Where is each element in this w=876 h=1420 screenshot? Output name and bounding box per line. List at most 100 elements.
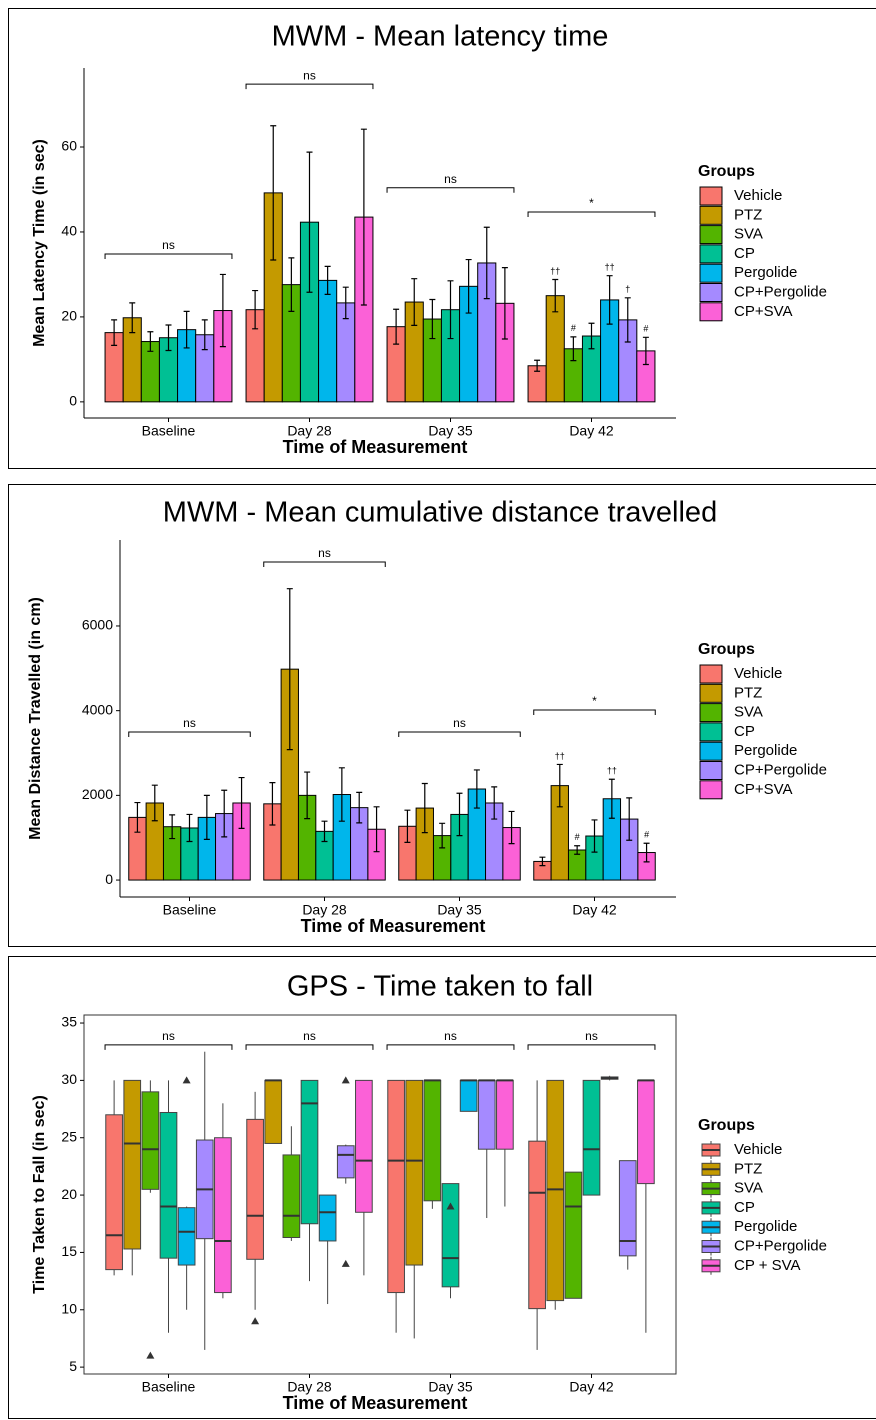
box [159, 1111, 178, 1259]
error-bar [606, 275, 613, 325]
legend-label: CP+Pergolide [734, 761, 827, 778]
box [441, 1183, 460, 1288]
box [528, 1140, 546, 1310]
significance-bracket [104, 253, 233, 260]
legend-label: CP [734, 723, 755, 740]
significance-label: * [589, 196, 594, 210]
significance-label: ns [318, 546, 331, 560]
legend-title: Groups [698, 163, 755, 180]
x-tick-label: Baseline [142, 423, 196, 439]
y-axis-title: Time Taken to Fall (in sec) [31, 1095, 48, 1294]
box [582, 1079, 601, 1196]
y-tick-label: 60 [61, 138, 77, 154]
legend-label: Pergolide [734, 742, 797, 759]
error-bar [324, 265, 331, 295]
error-bar [151, 784, 158, 822]
x-tick-label: Day 35 [437, 902, 482, 918]
legend-key [699, 780, 723, 800]
significance-bracket [386, 187, 515, 193]
error-bar [321, 820, 328, 843]
error-bar [501, 267, 508, 340]
error-bar [252, 289, 259, 330]
outlier [182, 1076, 191, 1084]
significance-label: ns [303, 68, 316, 82]
outlier [341, 1259, 350, 1267]
legend-label: Pergolide [734, 1218, 797, 1235]
significance-mark: # [643, 324, 648, 334]
significance-bracket [386, 1044, 515, 1050]
error-bar [439, 822, 446, 849]
box [387, 1079, 405, 1294]
x-axis-title: Time of Measurement [283, 1393, 468, 1413]
y-tick-label: 35 [61, 1014, 77, 1030]
box [282, 1154, 301, 1239]
box [618, 1160, 637, 1257]
panel-frame [8, 484, 876, 947]
significance-label: * [592, 694, 597, 708]
box [477, 1079, 496, 1150]
outlier [146, 1351, 155, 1359]
error-bar [642, 336, 649, 366]
x-tick-label: Day 42 [569, 1379, 614, 1395]
significance-bracket [245, 83, 374, 90]
significance-bracket [527, 1044, 656, 1050]
error-bar [169, 814, 176, 840]
error-bar [269, 782, 276, 826]
y-tick-label: 20 [61, 308, 77, 324]
legend-key [699, 205, 723, 225]
panel-frame [8, 8, 876, 469]
error-bar [508, 810, 515, 845]
error-bar [588, 322, 595, 350]
significance-label: ns [444, 172, 457, 186]
significance-mark: †† [607, 766, 617, 776]
legend-label: CP + SVA [734, 1257, 801, 1274]
box [405, 1079, 424, 1266]
error-bar [456, 792, 463, 837]
significance-mark: # [644, 830, 649, 840]
error-bar [338, 767, 345, 822]
outlier [446, 1202, 455, 1210]
error-bar [626, 797, 633, 841]
y-tick-label: 40 [61, 223, 77, 239]
legend-title: Groups [698, 1117, 755, 1134]
error-bar [373, 806, 380, 853]
legend-label: SVA [734, 704, 763, 721]
y-tick-label: 4000 [82, 701, 113, 717]
y-tick-label: 10 [61, 1300, 77, 1316]
y-tick-label: 25 [61, 1128, 77, 1144]
x-axis-title: Time of Measurement [283, 437, 468, 457]
legend-label: CP+SVA [734, 781, 793, 798]
significance-mark: # [571, 323, 576, 333]
legend-label: PTZ [734, 206, 762, 223]
legend-label: CP+SVA [734, 303, 793, 320]
significance-mark: †† [605, 262, 615, 272]
error-bar [186, 813, 193, 843]
error-bar [556, 763, 563, 808]
error-bar [465, 258, 472, 314]
chart-title: MWM - Mean cumulative distance travelled [163, 497, 717, 529]
x-tick-label: Baseline [163, 902, 217, 918]
y-axis-title: Mean Latency Time (in sec) [31, 139, 48, 347]
error-bar [306, 151, 313, 293]
significance-label: ns [162, 238, 175, 252]
legend-key [699, 741, 723, 761]
legend-label: Vehicle [734, 1141, 782, 1158]
legend-label: CP [734, 1199, 755, 1216]
error-bar [483, 226, 490, 300]
box [459, 1079, 478, 1112]
error-bar [360, 128, 367, 306]
legend-key [699, 761, 723, 780]
box [214, 1137, 232, 1294]
legend-label: Vehicle [734, 665, 782, 682]
box [246, 1118, 264, 1260]
error-bar [356, 791, 363, 824]
significance-label: ns [183, 716, 196, 730]
error-bar [421, 782, 428, 834]
error-bar [411, 278, 418, 327]
box [637, 1079, 655, 1185]
box [546, 1079, 565, 1302]
significance-bracket [533, 709, 656, 715]
error-bar [147, 331, 154, 352]
error-bar [643, 842, 650, 863]
bar [318, 279, 338, 403]
